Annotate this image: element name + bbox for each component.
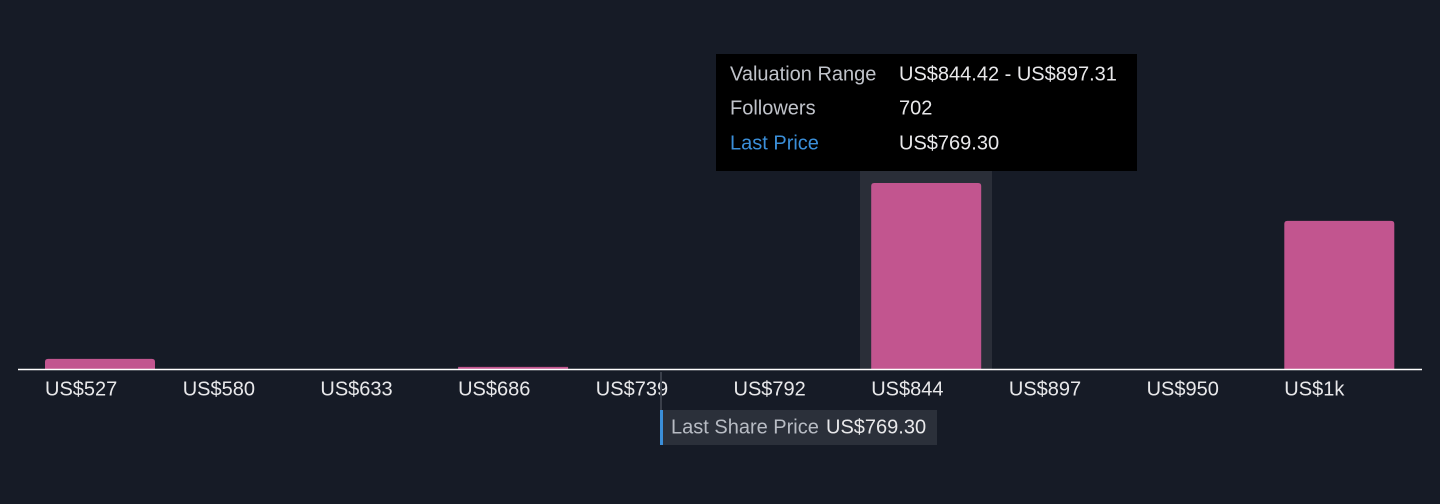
last-price-badge: [660, 410, 937, 445]
x-tick-label: US$580: [183, 378, 255, 400]
x-tick-label: US$633: [320, 378, 392, 400]
tooltip-label: Followers: [730, 97, 816, 119]
bar: [1284, 220, 1395, 369]
tooltip-label: Valuation Range: [730, 63, 876, 85]
x-tick-label: US$792: [734, 378, 806, 400]
x-tick-label: US$950: [1147, 378, 1219, 400]
last-price-label: Last Share Price: [671, 416, 819, 438]
x-tick-label: US$739: [596, 378, 668, 400]
tooltip-value: US$844.42 - US$897.31: [899, 63, 1117, 85]
x-tick-label: US$527: [45, 378, 117, 400]
x-tick-label: US$1k: [1284, 378, 1345, 400]
bar: [871, 183, 982, 369]
x-tick-label: US$844: [871, 378, 943, 400]
bar: [458, 366, 569, 369]
bars: [45, 183, 1395, 369]
tooltip: [716, 54, 1137, 171]
last-price-marker: [660, 410, 663, 445]
bar: [45, 358, 155, 369]
x-tick-label: US$686: [458, 378, 530, 400]
last-price-value: US$769.30: [826, 416, 926, 438]
tooltip-value: US$769.30: [899, 132, 999, 154]
x-tick-label: US$897: [1009, 378, 1081, 400]
tooltip-value: 702: [899, 97, 932, 119]
tooltip-label: Last Price: [730, 132, 819, 154]
x-labels: US$527 US$580 US$633 US$686 US$739 US$792 US$8…: [45, 378, 1345, 400]
